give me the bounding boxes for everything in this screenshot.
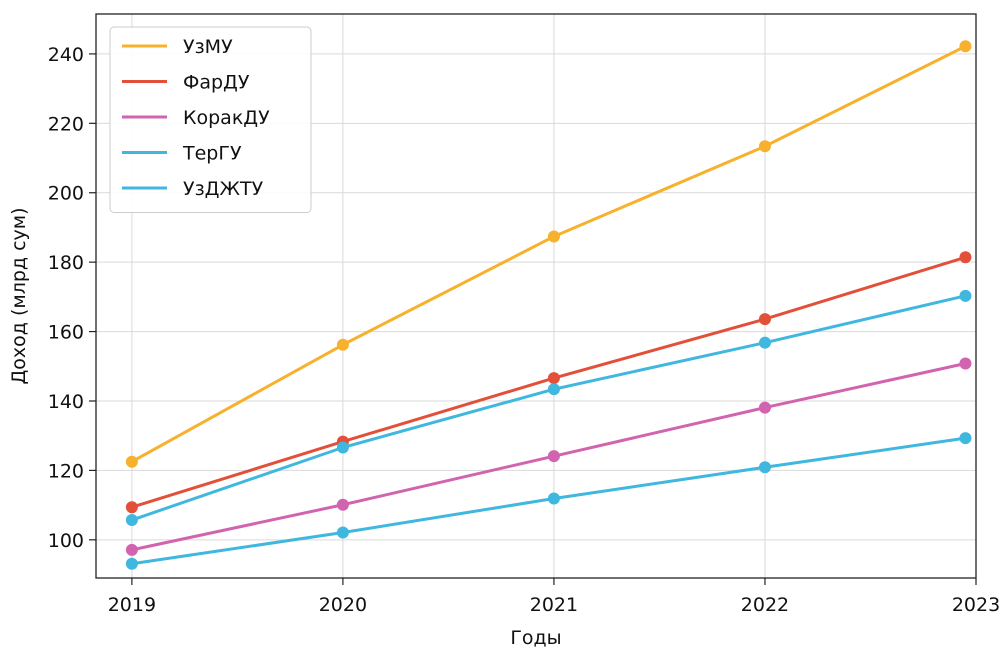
data-point (758, 461, 771, 474)
data-point (125, 501, 138, 514)
y-tick-label: 240 (48, 44, 84, 66)
legend-item: УзМУ (122, 36, 233, 58)
legend-label: УзМУ (183, 36, 233, 58)
data-point (959, 357, 972, 370)
y-tick-label: 220 (48, 113, 84, 135)
series-line (131, 294, 966, 522)
x-tick-label: 2022 (741, 594, 789, 616)
y-axis-title: Доход (млрд сум) (8, 207, 30, 384)
x-tick-label: 2023 (952, 594, 1000, 616)
series-4 (125, 289, 972, 527)
data-point (547, 230, 560, 243)
data-point (336, 338, 349, 351)
legend-item: ФарДУ (122, 72, 250, 94)
legend-box (109, 26, 312, 213)
data-point (125, 543, 138, 556)
legend-item: УзДЖТУ (122, 178, 264, 200)
legend-item: ТерГУ (122, 143, 242, 165)
data-point (758, 313, 771, 326)
y-tick-label: 180 (48, 252, 84, 274)
y-tick-label: 100 (48, 530, 84, 552)
y-tick-label: 140 (48, 391, 84, 413)
x-axis-title: Годы (510, 627, 561, 649)
legend-label: ФарДУ (183, 72, 250, 94)
legend-label: УзДЖТУ (183, 178, 264, 200)
data-point (547, 492, 560, 505)
legend-label: КоракДУ (183, 107, 270, 129)
y-tick-label: 200 (48, 183, 84, 205)
data-point (758, 401, 771, 414)
data-point (125, 557, 138, 570)
data-point (959, 289, 972, 302)
data-point (959, 432, 972, 445)
data-point (547, 450, 560, 463)
data-point (336, 441, 349, 454)
x-axis: 2019 2020 2021 2022 2023 (108, 578, 1000, 616)
series-1 (125, 40, 972, 468)
x-tick-label: 2021 (530, 594, 578, 616)
legend-label: ТерГУ (182, 143, 242, 165)
data-point (959, 40, 972, 53)
series-3 (125, 357, 972, 556)
x-tick-label: 2019 (108, 594, 156, 616)
data-point (547, 372, 560, 385)
y-axis: 100 120 140 160 180 200 220 240 (48, 44, 96, 552)
data-point (336, 498, 349, 511)
data-point (336, 526, 349, 539)
series-layer (125, 40, 972, 570)
data-point (758, 140, 771, 153)
legend: УзМУ ФарДУ КоракДУ ТерГУ УзДЖТУ (109, 26, 312, 213)
data-point (125, 455, 138, 468)
data-point (758, 336, 771, 349)
data-point (959, 251, 972, 264)
series-5 (125, 432, 972, 570)
y-tick-label: 120 (48, 460, 84, 482)
data-point (547, 383, 560, 396)
legend-item: КоракДУ (122, 107, 270, 129)
series-line (131, 255, 966, 509)
data-point (125, 514, 138, 527)
x-tick-label: 2020 (319, 594, 367, 616)
y-tick-label: 160 (48, 322, 84, 344)
series-2 (125, 251, 972, 514)
plot-frame (95, 13, 977, 579)
